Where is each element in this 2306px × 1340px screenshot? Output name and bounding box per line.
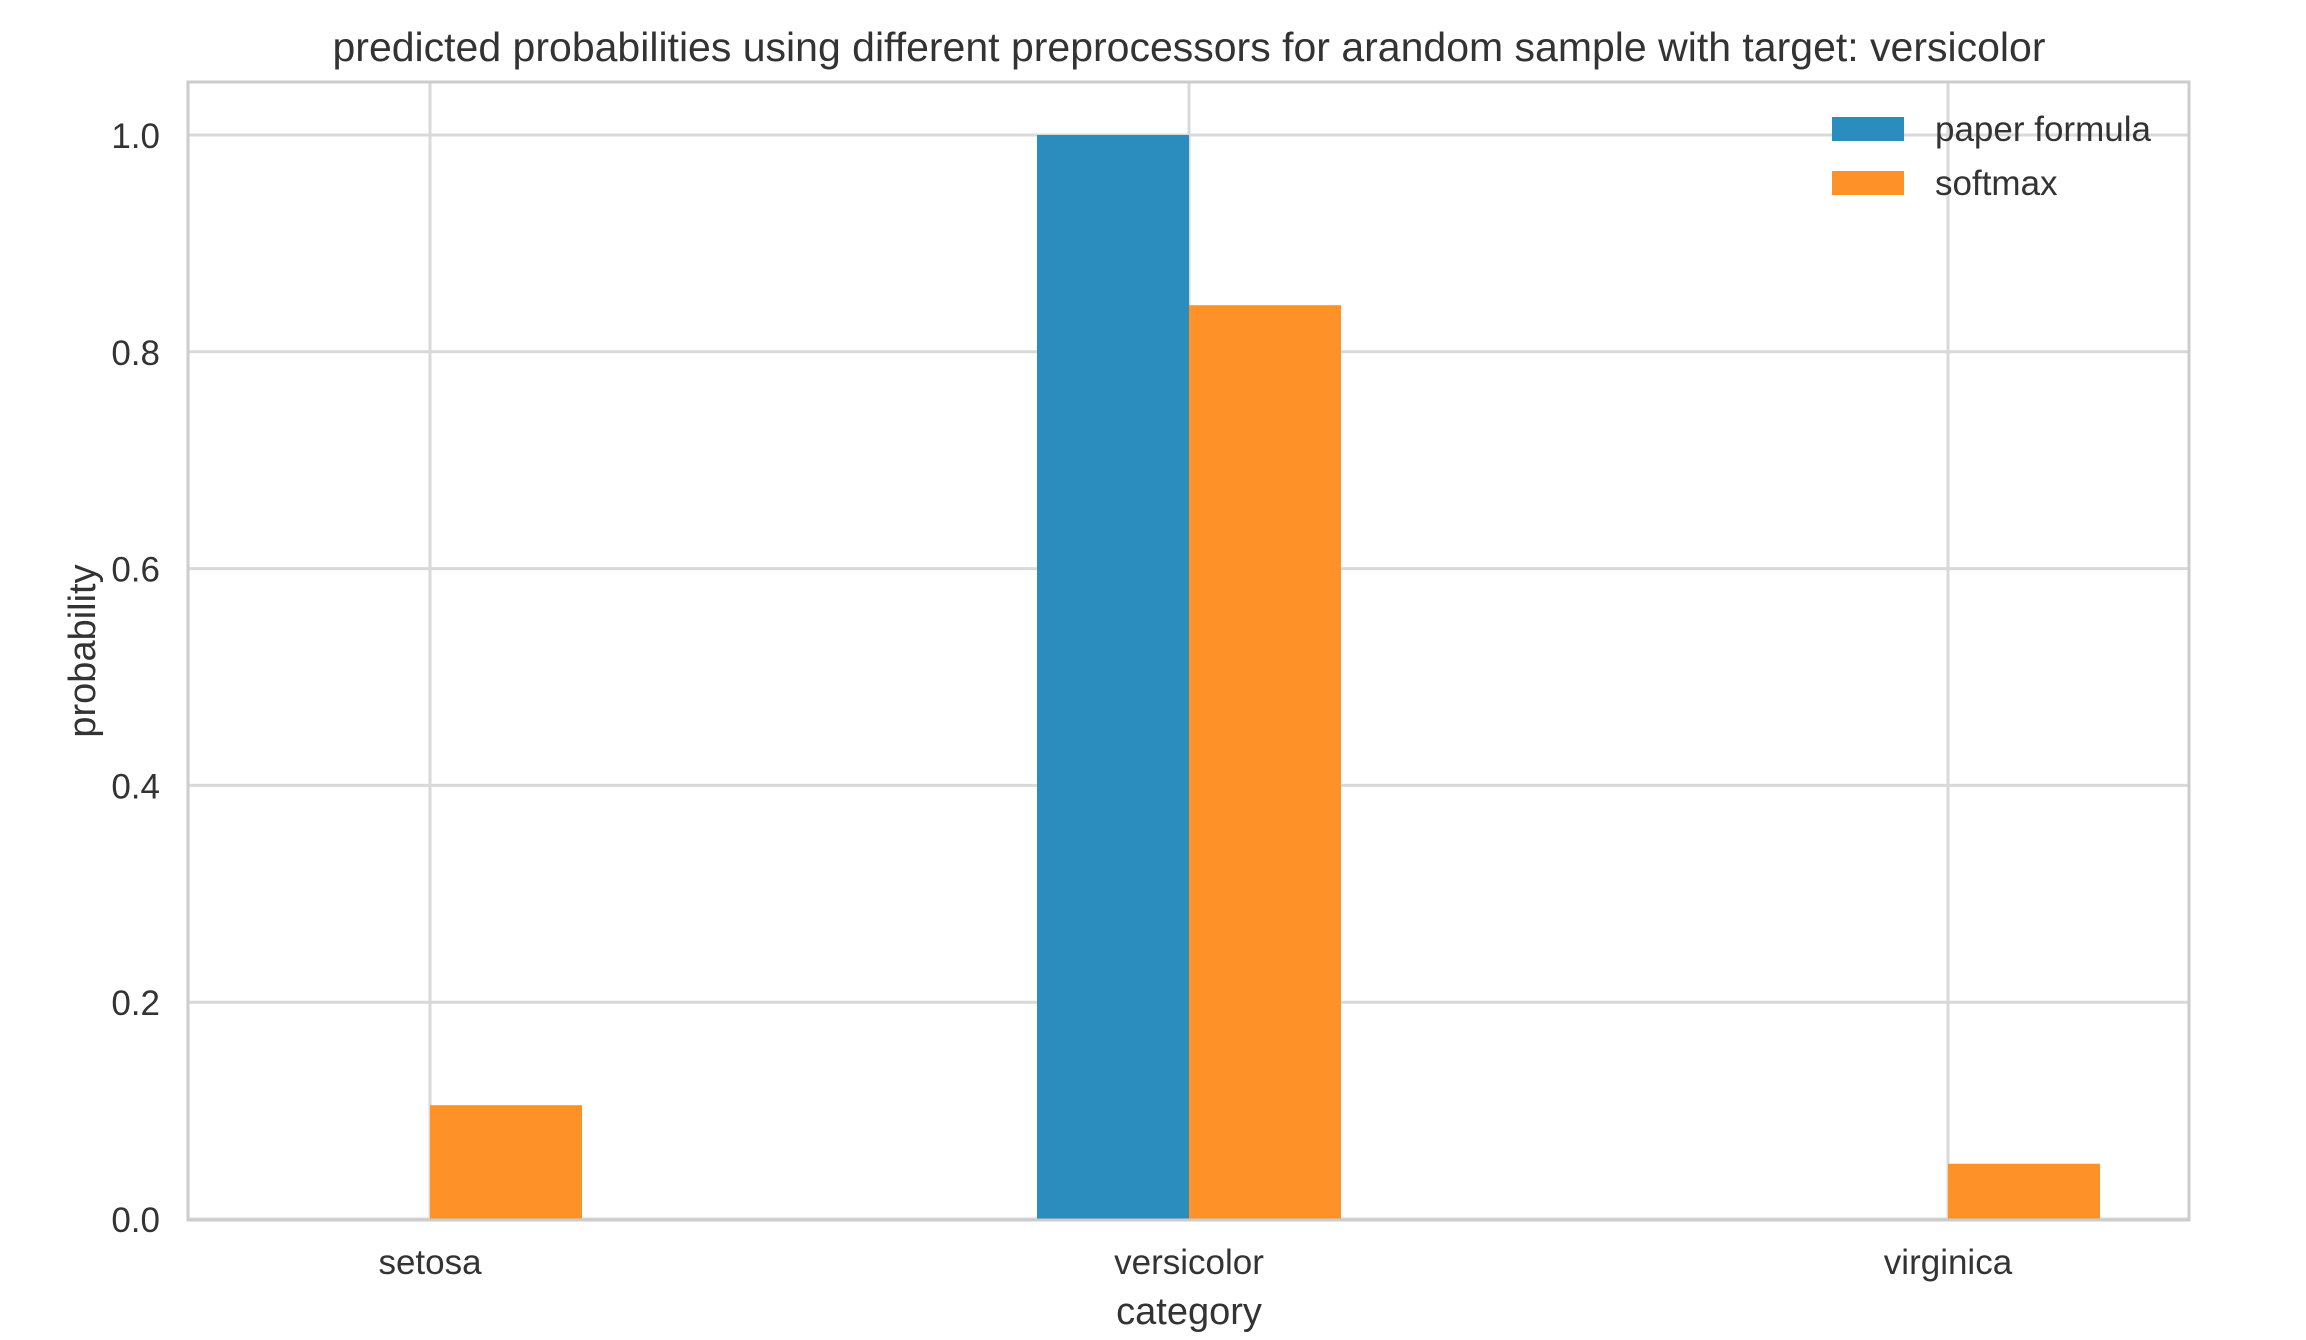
y-axis-label: probability [62, 564, 104, 737]
bar-softmax-versicolor [1189, 305, 1341, 1219]
legend: paper formula softmax [1832, 110, 2151, 203]
x-tick-label: setosa [378, 1243, 482, 1282]
y-tick-label: 0.4 [111, 767, 160, 806]
y-tick-label: 0.2 [111, 984, 160, 1023]
y-tick-label: 0.6 [111, 551, 160, 590]
legend-label: paper formula [1935, 110, 2151, 149]
bars [430, 135, 2100, 1219]
y-tick-label: 0.8 [111, 334, 160, 373]
y-tick-label: 1.0 [111, 117, 160, 156]
y-tick-label: 0.0 [111, 1201, 160, 1240]
bar-softmax-virginica [1948, 1163, 2100, 1219]
x-tick-label: virginica [1884, 1243, 2013, 1282]
y-tick-labels: 0.0 0.2 0.4 0.6 0.8 1.0 [111, 117, 160, 1240]
plot-frame [186, 80, 2191, 1222]
x-tick-labels: setosa versicolor virginica [378, 1243, 2012, 1282]
legend-label: softmax [1935, 164, 2058, 203]
x-axis-label: category [1116, 1291, 1262, 1333]
chart-title: predicted probabilities using different … [333, 24, 2046, 70]
bar-softmax-setosa [430, 1105, 582, 1219]
legend-swatch [1832, 117, 1904, 141]
legend-swatch [1832, 171, 1904, 195]
bar-paper-formula-versicolor [1037, 135, 1189, 1219]
x-tick-label: versicolor [1114, 1243, 1264, 1282]
